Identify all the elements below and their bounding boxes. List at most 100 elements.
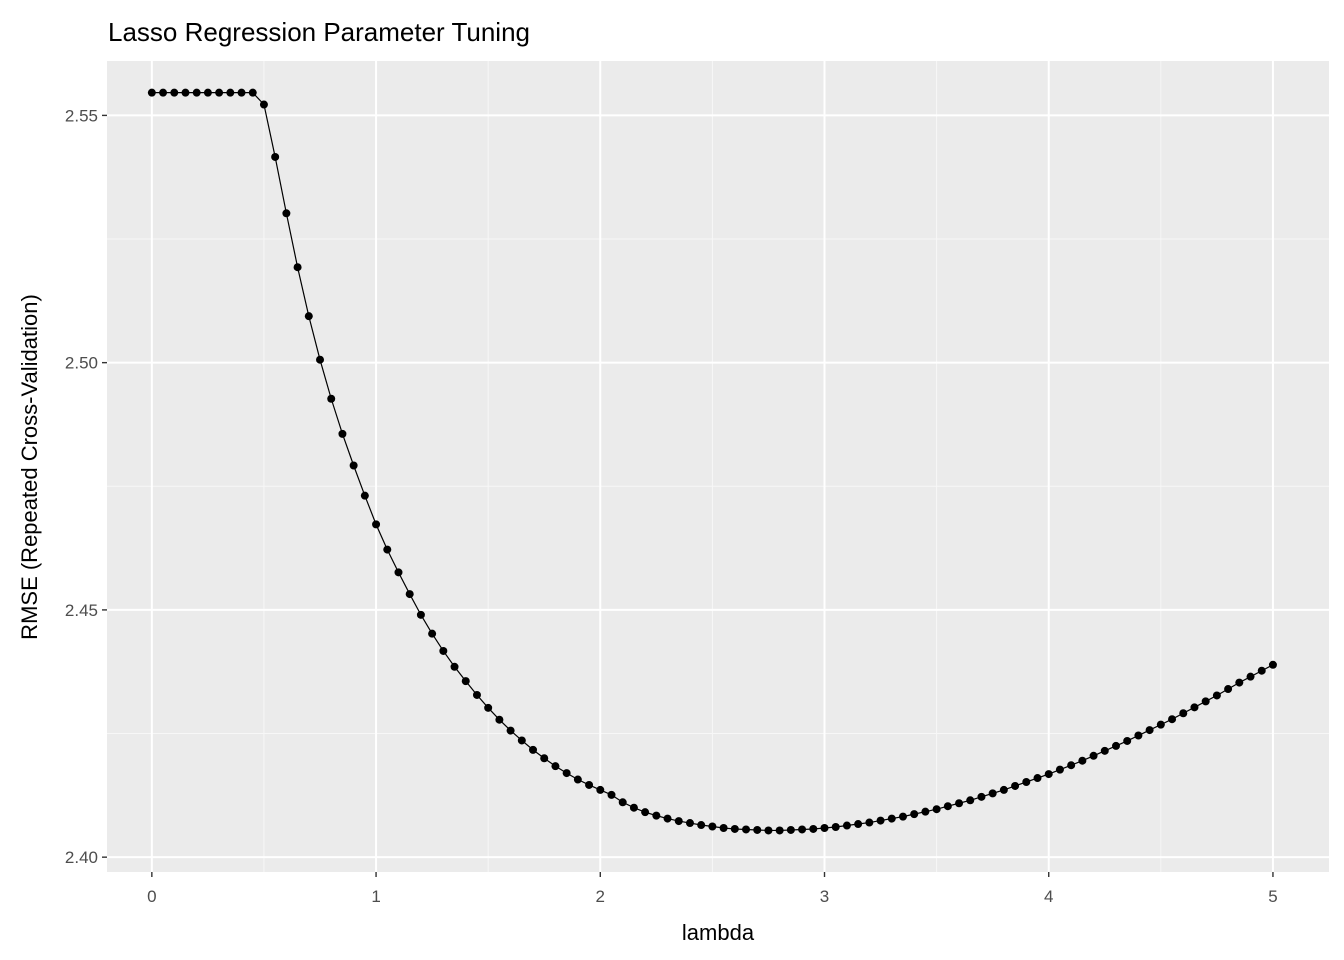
data-point (1168, 715, 1177, 724)
data-point (618, 798, 627, 807)
data-point (708, 822, 717, 831)
data-point (629, 803, 638, 812)
data-point (1201, 697, 1210, 706)
data-point (742, 825, 751, 834)
data-point (338, 429, 347, 438)
data-point (921, 807, 930, 816)
data-point (360, 491, 369, 500)
data-point (910, 810, 919, 819)
data-point (248, 88, 257, 97)
data-point (461, 677, 470, 686)
x-tick-label: 2 (596, 887, 605, 906)
data-point (809, 824, 818, 833)
data-point (719, 823, 728, 832)
data-point (697, 821, 706, 830)
data-point (1235, 678, 1244, 687)
data-point (159, 88, 168, 97)
x-tick-label: 0 (147, 887, 156, 906)
data-point (428, 629, 437, 638)
data-point (259, 100, 268, 109)
data-point (573, 775, 582, 784)
minor-gridlines (107, 61, 1329, 872)
data-point (484, 703, 493, 712)
data-point (1224, 685, 1233, 694)
data-point (943, 802, 952, 811)
data-point (1156, 720, 1165, 729)
data-point (215, 88, 224, 97)
data-point (562, 769, 571, 778)
x-tick-label: 3 (820, 887, 829, 906)
data-point (674, 817, 683, 826)
data-point (1055, 765, 1064, 774)
y-axis-title: RMSE (Repeated Cross-Validation) (17, 294, 42, 640)
data-point (1145, 726, 1154, 735)
data-point (641, 808, 650, 817)
data-point (147, 88, 156, 97)
data-point (416, 610, 425, 619)
data-point (226, 88, 235, 97)
plot-panel (107, 61, 1329, 872)
data-point (540, 754, 549, 763)
data-point (775, 826, 784, 835)
data-point (786, 825, 795, 834)
data-point (1089, 751, 1098, 760)
data-point (203, 88, 212, 97)
x-tick-label: 4 (1044, 887, 1053, 906)
data-point (405, 590, 414, 599)
data-point (1100, 746, 1109, 755)
data-point (876, 816, 885, 825)
data-point (1179, 709, 1188, 718)
data-point (1044, 770, 1053, 779)
data-point (1257, 666, 1266, 675)
data-point (652, 811, 661, 820)
y-tick-label: 2.45 (65, 601, 98, 620)
data-point (798, 825, 807, 834)
data-point (865, 818, 874, 827)
data-point (730, 824, 739, 833)
data-point (551, 762, 560, 771)
data-point (585, 780, 594, 789)
data-point (607, 790, 616, 799)
data-point (372, 520, 381, 529)
data-point (955, 799, 964, 808)
data-point (472, 690, 481, 699)
data-point (1268, 660, 1277, 669)
data-point (988, 789, 997, 798)
data-point (495, 715, 504, 724)
data-point (1111, 741, 1120, 750)
series-layer (147, 88, 1277, 835)
data-point (663, 814, 672, 823)
data-point (293, 263, 302, 272)
data-point (383, 545, 392, 554)
data-point (1123, 736, 1132, 745)
data-point (820, 823, 829, 832)
data-point (854, 820, 863, 829)
y-axis: 2.40 2.45 2.50 2.55 (65, 106, 107, 867)
x-tick-label: 1 (371, 887, 380, 906)
data-point (170, 88, 179, 97)
data-point (999, 785, 1008, 794)
data-point (966, 796, 975, 805)
data-point (450, 662, 459, 671)
data-point (282, 209, 291, 218)
x-axis-title: lambda (682, 920, 755, 945)
data-point (1190, 703, 1199, 712)
data-point (506, 726, 515, 735)
chart-title: Lasso Regression Parameter Tuning (108, 17, 530, 47)
data-point (1212, 691, 1221, 700)
data-point (271, 152, 280, 161)
x-tick-label: 5 (1268, 887, 1277, 906)
y-tick-label: 2.40 (65, 848, 98, 867)
data-point (831, 823, 840, 831)
data-point (1078, 756, 1087, 765)
data-point (237, 88, 246, 97)
data-point (1134, 731, 1143, 740)
data-point (898, 812, 907, 821)
data-point (887, 814, 896, 823)
data-point (394, 568, 403, 577)
major-gridlines (107, 61, 1329, 872)
data-point (932, 805, 941, 814)
data-point (1033, 774, 1042, 783)
